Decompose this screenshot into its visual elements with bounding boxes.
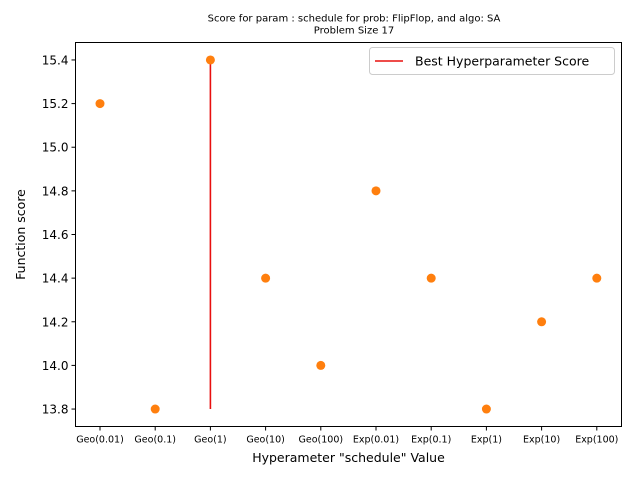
x-tick-label: Geo(0.1) <box>134 435 176 446</box>
legend-box <box>369 47 615 75</box>
y-tick-label: 14.0 <box>42 359 69 373</box>
y-axis-ticks: 13.8 14.0 14.2 14.4 14.6 14.8 15.0 15.2 15.4 <box>42 53 76 417</box>
x-tick-label: Exp(10) <box>523 435 560 446</box>
data-point <box>371 186 381 196</box>
data-point <box>150 404 160 414</box>
y-axis-label: Function score <box>13 189 28 280</box>
y-tick-label: 14.2 <box>42 315 69 329</box>
y-tick-label: 14.6 <box>42 228 69 242</box>
data-point <box>481 404 491 414</box>
data-point <box>205 55 215 65</box>
y-tick-label: 15.0 <box>42 141 69 155</box>
y-tick-label: 14.8 <box>42 184 69 198</box>
data-point <box>95 99 105 109</box>
x-tick-label: Geo(0.01) <box>76 435 124 446</box>
data-point <box>316 360 326 370</box>
y-tick-label: 15.4 <box>42 53 69 67</box>
x-tick-label: Exp(0.01) <box>353 435 399 446</box>
data-point <box>261 273 271 283</box>
legend-label: Best Hyperparameter Score <box>415 54 589 69</box>
plot-area <box>75 42 622 427</box>
data-point <box>592 273 602 283</box>
x-tick-label: Geo(100) <box>299 435 344 446</box>
data-point <box>426 273 436 283</box>
y-tick-label: 15.2 <box>42 97 69 111</box>
x-tick-label: Exp(0.1) <box>411 435 451 446</box>
data-point <box>537 317 547 327</box>
x-tick-label: Geo(10) <box>246 435 285 446</box>
x-tick-label: Exp(100) <box>575 435 618 446</box>
x-tick-label: Geo(1) <box>194 435 226 446</box>
legend: Best Hyperparameter Score <box>369 47 615 75</box>
chart-title-line2: Problem Size 17 <box>314 26 395 37</box>
y-tick-label: 13.8 <box>42 403 69 417</box>
chart-title-line1: Score for param : schedule for prob: Fli… <box>208 14 501 25</box>
x-axis-label: Hyperameter "schedule" Value <box>252 450 445 465</box>
x-axis-ticks: Geo(0.01) Geo(0.1) Geo(1) Geo(10) Geo(100) Ex… <box>76 426 618 446</box>
y-tick-label: 14.4 <box>42 272 69 286</box>
data-points <box>95 55 602 414</box>
x-tick-label: Exp(1) <box>471 435 502 446</box>
